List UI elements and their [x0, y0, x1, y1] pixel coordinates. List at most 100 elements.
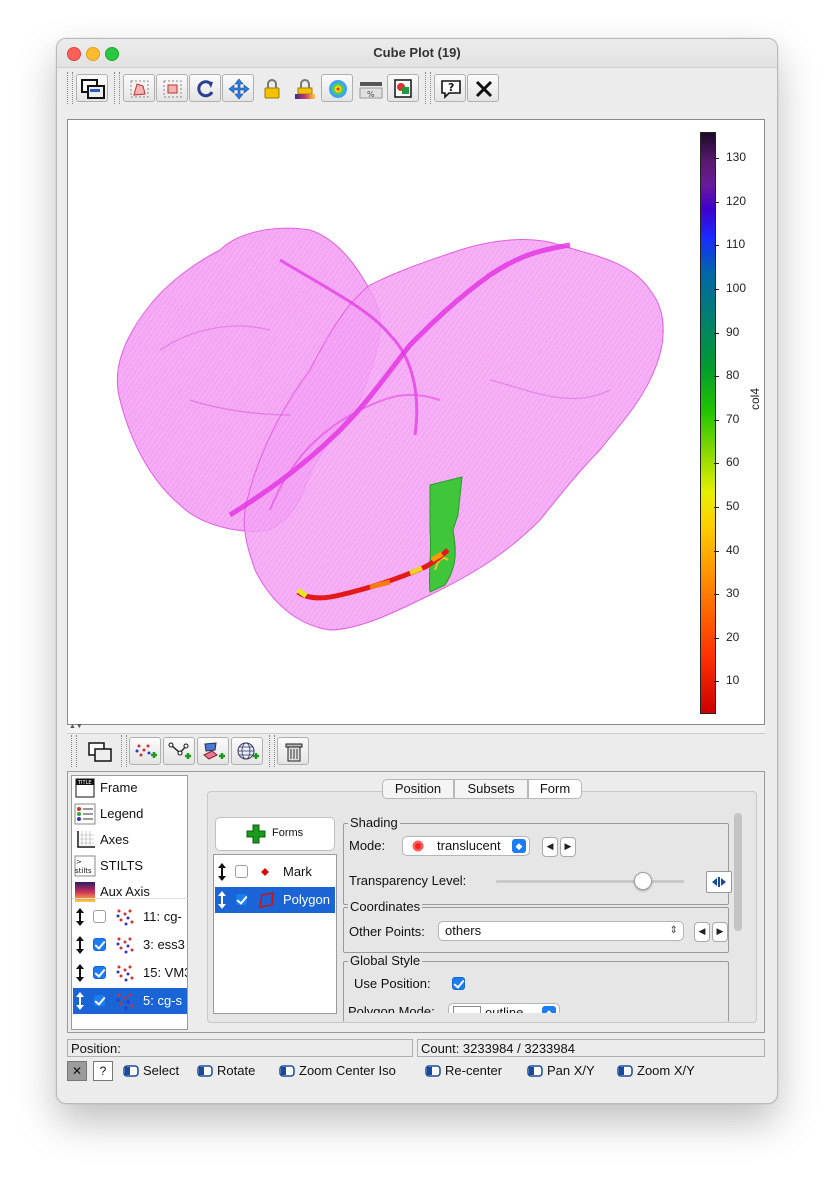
- split-divider[interactable]: ▲▼: [67, 723, 765, 734]
- hide-hints-button[interactable]: ✕: [67, 1061, 87, 1081]
- colour-bar-tick-mark: [714, 245, 719, 247]
- layer-visible-checkbox[interactable]: [93, 938, 106, 951]
- colour-bar-tick-label: 130: [726, 150, 747, 165]
- form-item-mark[interactable]: Mark: [215, 859, 335, 885]
- add-position-layer-icon[interactable]: [129, 737, 161, 765]
- layer-row[interactable]: 11: cg-: [73, 904, 187, 930]
- form-visible-checkbox[interactable]: [235, 893, 248, 906]
- hints-help-button[interactable]: ?: [93, 1061, 113, 1081]
- axes-icon: [74, 829, 96, 851]
- forms-button[interactable]: Forms: [215, 817, 335, 851]
- polygon-mode-select[interactable]: outline ◆: [448, 1003, 560, 1013]
- mouse-hint-pan-x-y: Pan X/Y: [527, 1063, 595, 1078]
- add-pair-layer-icon[interactable]: [163, 737, 195, 765]
- drag-handle-icon[interactable]: [75, 991, 85, 1011]
- colour-bar-tick-mark: [714, 594, 719, 596]
- other-points-prev-button[interactable]: ◀: [694, 922, 710, 942]
- axis-lock-icon[interactable]: [255, 74, 287, 102]
- window-title: Cube Plot (19): [373, 45, 461, 60]
- mouse-hint-re-center: Re-center: [425, 1063, 502, 1078]
- add-sky-layer-icon[interactable]: [231, 737, 263, 765]
- coordinates-group: Coordinates Other Points: others ⇕ ◀ ▶: [343, 899, 729, 953]
- tab-subsets[interactable]: Subsets: [454, 779, 528, 799]
- mouse-hint-label: Zoom Center Iso: [299, 1063, 396, 1078]
- colour-bar-tick-label: 100: [726, 280, 747, 295]
- close-icon[interactable]: [467, 74, 499, 102]
- aux-axis-icon: [74, 881, 96, 903]
- tab-form[interactable]: Form: [528, 779, 582, 799]
- control-item-label: Axes: [100, 832, 129, 847]
- other-points-value: others: [445, 923, 482, 938]
- layer-row[interactable]: 3: ess3: [73, 932, 187, 958]
- drag-handle-icon[interactable]: [217, 862, 227, 882]
- maximize-window-button[interactable]: [105, 47, 119, 61]
- polygon-mode-value: outline: [485, 1005, 524, 1013]
- svg-text:?: ?: [448, 81, 454, 94]
- layer-row[interactable]: 15: VM3: [73, 960, 187, 986]
- resize-icon[interactable]: [222, 74, 254, 102]
- minimize-window-button[interactable]: [86, 47, 100, 61]
- reset-transparency-button[interactable]: [706, 871, 732, 893]
- control-item-axes[interactable]: Axes: [72, 828, 189, 852]
- toolbar-grip: [71, 735, 77, 767]
- form-visible-checkbox[interactable]: [235, 865, 248, 878]
- fill-subset-icon[interactable]: [123, 74, 155, 102]
- use-position-checkbox[interactable]: [452, 977, 465, 990]
- other-points-next-button[interactable]: ▶: [712, 922, 728, 942]
- colour-bar-tick-label: 20: [726, 629, 740, 644]
- blob-subset-icon[interactable]: [156, 74, 188, 102]
- transparency-slider[interactable]: [496, 880, 684, 883]
- mode-select[interactable]: translucent ◆: [402, 836, 530, 856]
- transparency-slider-knob[interactable]: [633, 872, 652, 890]
- other-points-select[interactable]: others ⇕: [438, 921, 684, 941]
- config-scrollbar[interactable]: [734, 813, 742, 931]
- close-window-button[interactable]: [67, 47, 81, 61]
- mode-prev-button[interactable]: ◀: [542, 837, 558, 857]
- mouse-button-icon: [197, 1065, 213, 1077]
- control-stack-list: TITLE Frame Legend Axes > stilts STILTS Aux Axi…: [71, 775, 189, 1030]
- help-icon[interactable]: ?: [434, 74, 466, 102]
- colour-map-icon[interactable]: [321, 74, 353, 102]
- control-item-stilts[interactable]: > stilts STILTS: [72, 854, 189, 878]
- layer-visible-checkbox[interactable]: [93, 910, 106, 923]
- toolbar-grip: [67, 72, 73, 104]
- layer-label: 3: ess3: [143, 937, 185, 952]
- tab-position[interactable]: Position: [382, 779, 454, 799]
- mouse-hint-label: Re-center: [445, 1063, 503, 1078]
- layer-visible-checkbox[interactable]: [93, 966, 106, 979]
- control-item-aux-axis[interactable]: Aux Axis: [72, 880, 189, 904]
- mouse-hint-zoom-x-y: Zoom X/Y: [617, 1063, 695, 1078]
- drag-handle-icon[interactable]: [217, 890, 227, 910]
- cube-plot-canvas[interactable]: [70, 130, 690, 712]
- delete-layer-icon[interactable]: [277, 737, 309, 765]
- control-item-legend[interactable]: Legend: [72, 802, 189, 826]
- other-points-label: Other Points:: [349, 924, 425, 939]
- colour-bar-tick-mark: [714, 288, 719, 290]
- control-item-label: Frame: [100, 780, 138, 795]
- layer-row[interactable]: 5: cg-s: [73, 988, 187, 1014]
- colour-bar-tick-label: 80: [726, 368, 740, 383]
- rotate-icon[interactable]: [189, 74, 221, 102]
- global-style-title: Global Style: [348, 953, 423, 968]
- drag-handle-icon[interactable]: [75, 963, 85, 983]
- float-controls-icon[interactable]: [83, 737, 115, 765]
- add-area-layer-icon[interactable]: [197, 737, 229, 765]
- window-icon[interactable]: [76, 74, 108, 102]
- mode-value: translucent: [437, 838, 501, 853]
- progress-icon[interactable]: %: [354, 74, 386, 102]
- forms-button-label: Forms: [272, 827, 304, 839]
- toolbar-separator: [121, 735, 127, 767]
- layer-label: 15: VM3: [143, 965, 187, 980]
- split-arrows-icon[interactable]: ▲▼: [69, 723, 83, 730]
- layer-visible-checkbox[interactable]: [93, 994, 106, 1007]
- form-item-polygon[interactable]: Polygon: [215, 887, 335, 913]
- drag-handle-icon[interactable]: [75, 935, 85, 955]
- colour-bar: [700, 132, 716, 714]
- control-item-label: STILTS: [100, 858, 144, 873]
- plot-area[interactable]: col4 130 120 110 100 90 80 70 60 50 40 30 20 10: [67, 119, 765, 725]
- aux-lock-icon[interactable]: [288, 74, 320, 102]
- drag-handle-icon[interactable]: [75, 907, 85, 927]
- mode-next-button[interactable]: ▶: [560, 837, 576, 857]
- control-item-frame[interactable]: TITLE Frame: [72, 776, 189, 800]
- export-icon[interactable]: [387, 74, 419, 102]
